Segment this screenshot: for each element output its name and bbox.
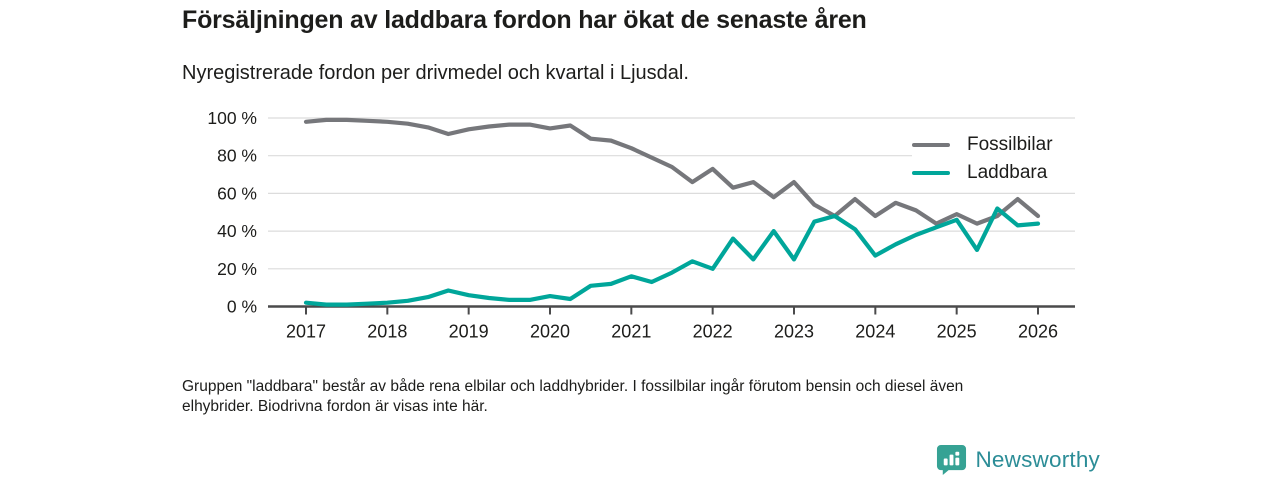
logo-text: Newsworthy xyxy=(975,446,1100,472)
laddbara-line-swatch-icon xyxy=(912,171,950,175)
y-axis-tick-label: 0 % xyxy=(227,297,257,317)
y-axis-tick-label: 40 % xyxy=(217,221,257,241)
legend-item-fossilbilar: Fossilbilar xyxy=(912,131,1078,159)
y-axis-tick-label: 100 % xyxy=(207,108,257,128)
x-axis-tick-label: 2022 xyxy=(693,322,733,342)
x-axis-tick-label: 2026 xyxy=(1018,322,1058,342)
legend-label-laddbara: Laddbara xyxy=(967,162,1048,183)
x-axis-tick-label: 2021 xyxy=(611,322,651,342)
x-axis-tick-label: 2025 xyxy=(937,322,977,342)
y-axis-tick-label: 20 % xyxy=(217,259,257,279)
x-axis-tick-label: 2020 xyxy=(530,322,570,342)
y-axis-tick-label: 80 % xyxy=(217,146,257,166)
x-axis-tick-label: 2024 xyxy=(855,322,895,342)
legend-item-laddbara: Laddbara xyxy=(912,159,1078,187)
chart-subtitle: Nyregistrerade fordon per drivmedel och … xyxy=(182,62,689,84)
x-axis-tick-label: 2023 xyxy=(774,322,814,342)
series-line-laddbara xyxy=(303,206,1041,307)
series-line-fossilbilar xyxy=(303,117,1041,226)
chart-canvas: 0 % 20 % 40 % 60 % 80 % 100 % 2017 2018 2019 2020… xyxy=(207,108,1075,342)
chart-footnote: Gruppen "laddbara" består av både rena e… xyxy=(182,378,964,415)
x-axis-tick-label: 2017 xyxy=(286,322,326,342)
fossilbilar-line-swatch-icon xyxy=(912,143,950,147)
newsworthy-logo: Newsworthy xyxy=(936,444,1100,475)
bar-chart-pin-icon xyxy=(937,444,967,475)
page-title: Försäljningen av laddbara fordon har öka… xyxy=(182,6,867,34)
chart-legend: Fossilbilar Laddbara xyxy=(912,129,1078,191)
legend-label-fossilbilar: Fossilbilar xyxy=(967,134,1053,155)
line-chart: 0 % 20 % 40 % 60 % 80 % 100 % 2017 2018 2019 2020… xyxy=(207,108,1075,342)
x-axis-tick-label: 2019 xyxy=(449,322,489,342)
y-axis-tick-label: 60 % xyxy=(217,183,257,203)
x-axis-tick-label: 2018 xyxy=(367,322,407,342)
